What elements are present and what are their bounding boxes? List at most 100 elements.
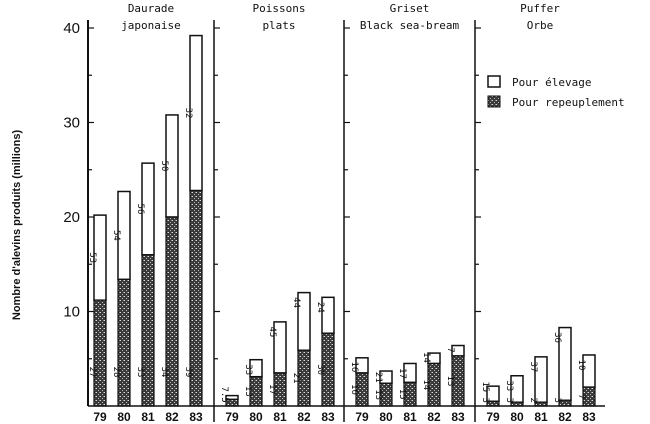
pct-label-elevage: 14 — [421, 352, 431, 363]
bar-repeuplement — [249, 376, 263, 407]
x-tick-label: 83 — [189, 410, 203, 424]
pct-label-elevage: 53 — [87, 252, 97, 263]
pct-label-repeuplement: 39 — [183, 367, 193, 378]
x-tick-label: 82 — [427, 410, 441, 424]
pct-label-elevage: 37 — [528, 361, 538, 372]
pct-label-repeuplement: 13 — [445, 376, 455, 387]
pct-label-elevage: 44 — [291, 297, 301, 308]
pct-label-repeuplement: 27 — [87, 367, 97, 378]
pct-label-elevage: 33 — [243, 364, 253, 375]
pct-label-repeuplement: 13 — [243, 386, 253, 397]
panel-title: japonaise — [121, 19, 181, 32]
x-tick-label: 79 — [486, 410, 500, 424]
pct-label-elevage: 7 — [445, 347, 455, 352]
pct-label-repeuplement: 7.5 — [219, 386, 229, 402]
y-tick-label: 20 — [63, 209, 80, 226]
legend-label-elevage: Pour élevage — [512, 76, 591, 89]
pct-label-repeuplement: 30 — [315, 364, 325, 375]
bar-repeuplement — [510, 401, 524, 407]
bar-repeuplement — [225, 398, 239, 407]
pct-label-repeuplement: 3 — [480, 397, 490, 402]
x-tick-label: 80 — [379, 410, 393, 424]
x-tick-label: 81 — [273, 410, 287, 424]
bar-repeuplement — [165, 216, 179, 407]
x-tick-label: 83 — [582, 410, 596, 424]
pct-label-repeuplement: 21 — [291, 373, 301, 384]
pct-label-elevage: 50 — [159, 161, 169, 172]
y-tick-label: 10 — [63, 304, 80, 321]
pct-label-repeuplement: 14 — [421, 379, 431, 390]
bars: 792753802854813356823450833932797.580133… — [87, 34, 596, 424]
x-tick-label: 83 — [451, 410, 465, 424]
pct-label-repeuplement: 3 — [504, 397, 514, 402]
bar-repeuplement — [379, 382, 393, 407]
bar-repeuplement — [558, 399, 572, 407]
panel-title: Puffer — [520, 2, 560, 15]
x-tick-label: 79 — [225, 410, 239, 424]
pct-label-elevage: 54 — [111, 230, 121, 241]
x-tick-label: 82 — [297, 410, 311, 424]
x-tick-label: 83 — [321, 410, 335, 424]
legend-label-repeuplement: Pour repeuplement — [512, 96, 625, 109]
bar-repeuplement — [534, 401, 548, 407]
y-tick-label: 30 — [63, 115, 80, 132]
pct-label-repeuplement: 15 — [397, 389, 407, 400]
pct-label-elevage: 16 — [349, 362, 359, 373]
pct-label-elevage: 21 — [373, 372, 383, 383]
pct-label-repeuplement: 13 — [373, 389, 383, 400]
bar-repeuplement — [321, 332, 335, 407]
pct-label-repeuplement: 28 — [111, 367, 121, 378]
pct-label-elevage: 17 — [397, 368, 407, 379]
panel-2: 79 16 16 80 13 21 81 15 17 82 14 14 83 13 7 — [349, 344, 465, 424]
panel-title: Black sea-bream — [360, 19, 460, 32]
x-tick-label: 80 — [510, 410, 524, 424]
pct-label-repeuplement: 3 — [552, 397, 562, 402]
bar-repeuplement — [451, 355, 465, 407]
pct-label-elevage: 24 — [315, 302, 325, 313]
x-tick-label: 81 — [534, 410, 548, 424]
pct-label-repeuplement: 7 — [576, 394, 586, 399]
pct-label-elevage: 45 — [267, 326, 277, 337]
legend-swatch-elevage — [487, 75, 501, 88]
bar-repeuplement — [403, 381, 417, 407]
x-tick-label: 81 — [403, 410, 417, 424]
y-tick-label: 40 — [63, 20, 80, 37]
y-axis-label: Nombre d'alevins produits (millions) — [11, 130, 23, 321]
x-tick-label: 80 — [117, 410, 131, 424]
panel-title: Griset — [390, 2, 430, 15]
x-tick-label: 79 — [93, 410, 107, 424]
panel-title: Daurade — [128, 2, 174, 15]
bar-repeuplement — [273, 372, 287, 407]
panel-title: Poissons — [253, 2, 306, 15]
x-tick-label: 81 — [141, 410, 155, 424]
pct-label-elevage: 15 — [480, 381, 490, 392]
pct-label-repeuplement: 16 — [349, 384, 359, 395]
panel-title: Orbe — [527, 19, 554, 32]
x-tick-label: 82 — [558, 410, 572, 424]
pct-label-repeuplement: 17 — [267, 384, 277, 395]
pct-label-elevage: 56 — [135, 204, 145, 215]
x-tick-label: 79 — [355, 410, 369, 424]
bar-repeuplement — [141, 254, 155, 407]
panel-0: 79 27 53 80 28 54 81 33 56 82 34 50 83 39 32 — [87, 34, 203, 424]
pct-label-elevage: 32 — [183, 108, 193, 119]
bar-repeuplement — [297, 349, 311, 407]
pct-label-repeuplement: 33 — [135, 367, 145, 378]
pct-label-elevage: 33 — [504, 380, 514, 391]
panel-title: plats — [262, 19, 295, 32]
pct-label-repeuplement: 2 — [528, 397, 538, 402]
panel-1: 79 7.5 80 13 33 81 17 45 82 21 44 83 30 24 — [219, 291, 335, 424]
bar-repeuplement — [486, 400, 500, 407]
x-tick-label: 80 — [249, 410, 263, 424]
bar-repeuplement — [427, 362, 441, 407]
bar-repeuplement — [189, 189, 203, 407]
x-tick-label: 82 — [165, 410, 179, 424]
bar-repeuplement — [355, 372, 369, 407]
bar-repeuplement — [93, 299, 107, 407]
legend-swatch-repeuplement — [487, 95, 501, 108]
pct-label-elevage: 10 — [576, 360, 586, 371]
pct-label-elevage: 36 — [552, 332, 562, 343]
legend: Pour élevage Pour repeuplement — [487, 75, 625, 109]
